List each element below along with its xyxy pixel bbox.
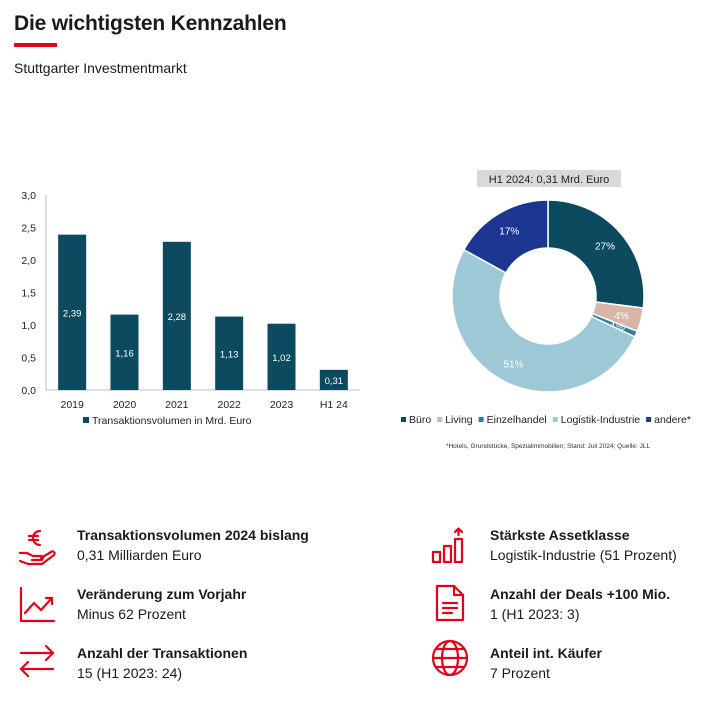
x-tick-label: 2022 [217, 399, 241, 411]
y-tick-label: 2,5 [21, 223, 36, 235]
bar [58, 234, 87, 390]
bar-data-label: 2,28 [168, 312, 187, 323]
donut-slice [547, 199, 645, 309]
kpi-volume-value: 0,31 Milliarden Euro [77, 547, 202, 563]
legend-swatch [83, 417, 89, 423]
kpi-intl-buyers-value: 7 Prozent [490, 665, 550, 681]
y-tick-label: 1,0 [21, 320, 36, 332]
kpi-asset-class-label: Stärkste Assetklasse [490, 527, 630, 543]
y-tick-label: 1,5 [21, 288, 36, 300]
title-accent-bar [14, 43, 57, 47]
kpi-volume-label: Transaktionsvolumen 2024 bislang [77, 527, 309, 543]
bar [162, 241, 191, 390]
donut-slice [451, 248, 636, 393]
page-title: Die wichtigsten Kennzahlen [14, 12, 287, 35]
legend-swatch [437, 417, 443, 422]
bar-data-label: 1,16 [115, 348, 134, 359]
bar-data-label: 2,39 [63, 308, 82, 319]
slice-label: 27% [595, 242, 615, 253]
legend-swatch [552, 417, 558, 422]
legend-label: Living [445, 414, 473, 426]
x-tick-label: 2021 [165, 399, 189, 411]
bar [110, 314, 139, 390]
legend-label: Büro [409, 414, 431, 426]
globe-icon [431, 639, 469, 677]
kpi-transactions-label: Anzahl der Transaktionen [77, 645, 248, 661]
legend-label: Logistik-Industrie [561, 414, 641, 426]
page-subtitle: Stuttgarter Investmentmarkt [14, 60, 187, 76]
footnote: *Hotels, Grundstücke, Spezialimmobilien;… [446, 443, 651, 450]
x-tick-label: 2020 [113, 399, 137, 411]
bar [267, 323, 296, 390]
bar-data-label: 0,31 [325, 376, 344, 387]
legend-label: andere* [654, 414, 691, 426]
legend-swatch [646, 417, 652, 422]
kpi-intl-buyers-label: Anteil int. Käufer [490, 645, 603, 661]
kpi-transactions-value: 15 (H1 2023: 24) [77, 665, 183, 681]
bar-growth-icon [431, 527, 464, 564]
bar-data-label: 1,02 [272, 353, 291, 364]
slice-label: 1% [611, 322, 626, 333]
bar-chart: 0,0 0,5 1,0 1,5 2,0 2,5 3,0 2,39 2019 1,16 2020 2,2… [21, 190, 360, 427]
y-tick-label: 3,0 [21, 190, 36, 202]
bar [319, 369, 348, 390]
kpi-asset-class-value: Logistik-Industrie (51 Prozent) [490, 547, 677, 563]
legend-swatch [401, 417, 406, 422]
kpi-deals-value: 1 (H1 2023: 3) [490, 606, 580, 622]
slice-label: 4% [614, 311, 629, 322]
legend-label: Einzelhandel [487, 414, 547, 426]
donut-title-bg [477, 170, 621, 187]
bar [215, 316, 244, 390]
charts-canvas: 0,0 0,5 1,0 1,5 2,0 2,5 3,0 2,39 2019 1,16 2020 2,2… [21, 170, 691, 450]
y-tick-label: 0,5 [21, 353, 36, 365]
bar-data-label: 1,13 [220, 349, 239, 360]
x-tick-label: H1 24 [320, 399, 348, 411]
donut-slice [462, 199, 549, 274]
kpi-deals-label: Anzahl der Deals +100 Mio. [490, 586, 671, 602]
y-tick-label: 0,0 [21, 385, 36, 397]
slice-label: 17% [499, 227, 519, 238]
legend-swatch [478, 417, 484, 422]
x-tick-label: 2019 [60, 399, 84, 411]
line-chart-icon [19, 586, 56, 623]
x-tick-label: 2023 [270, 399, 294, 411]
y-tick-label: 2,0 [21, 255, 36, 267]
donut-chart: H1 2024: 0,31 Mrd. Euro 27% 4%1% 51% 17% Büro… [401, 170, 691, 450]
document-icon [435, 584, 465, 622]
donut-title: H1 2024: 0,31 Mrd. Euro [489, 174, 609, 186]
euro-hand-icon [18, 529, 56, 566]
kpi-change-label: Veränderung zum Vorjahr [77, 586, 247, 602]
legend-label: Transaktionsvolumen in Mrd. Euro [92, 415, 252, 427]
swap-arrows-icon [19, 644, 55, 678]
slice-label: 51% [503, 360, 523, 371]
kpi-change-value: Minus 62 Prozent [77, 606, 186, 622]
